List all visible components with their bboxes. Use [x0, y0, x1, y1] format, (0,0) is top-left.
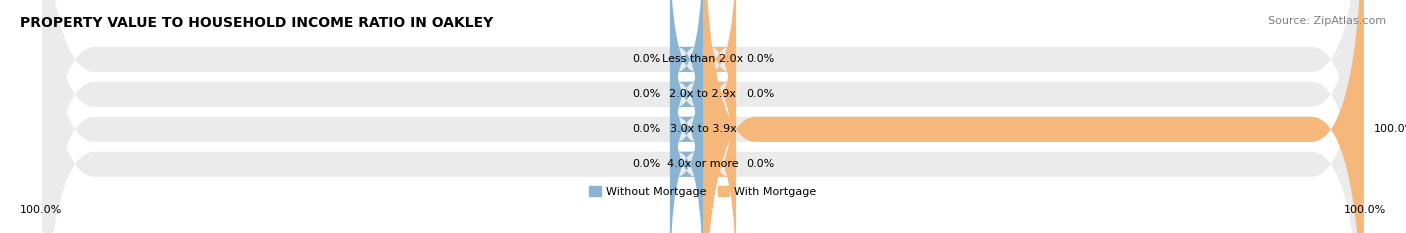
FancyBboxPatch shape [703, 0, 737, 187]
Text: 0.0%: 0.0% [631, 89, 659, 99]
Text: 100.0%: 100.0% [1374, 124, 1406, 134]
Text: 0.0%: 0.0% [747, 89, 775, 99]
Text: 4.0x or more: 4.0x or more [668, 159, 738, 169]
Text: 0.0%: 0.0% [747, 55, 775, 64]
FancyBboxPatch shape [42, 0, 1364, 233]
FancyBboxPatch shape [669, 0, 703, 187]
FancyBboxPatch shape [703, 0, 737, 222]
Text: 0.0%: 0.0% [747, 159, 775, 169]
Legend: Without Mortgage, With Mortgage: Without Mortgage, With Mortgage [585, 182, 821, 201]
Text: 0.0%: 0.0% [631, 124, 659, 134]
FancyBboxPatch shape [42, 0, 1364, 233]
FancyBboxPatch shape [703, 0, 1364, 233]
FancyBboxPatch shape [42, 0, 1364, 233]
Text: PROPERTY VALUE TO HOUSEHOLD INCOME RATIO IN OAKLEY: PROPERTY VALUE TO HOUSEHOLD INCOME RATIO… [20, 16, 494, 30]
Text: 2.0x to 2.9x: 2.0x to 2.9x [669, 89, 737, 99]
FancyBboxPatch shape [42, 0, 1364, 233]
Text: Less than 2.0x: Less than 2.0x [662, 55, 744, 64]
Text: 0.0%: 0.0% [631, 159, 659, 169]
FancyBboxPatch shape [669, 0, 703, 222]
Text: 0.0%: 0.0% [631, 55, 659, 64]
FancyBboxPatch shape [669, 37, 703, 233]
Text: Source: ZipAtlas.com: Source: ZipAtlas.com [1268, 16, 1386, 26]
Text: 100.0%: 100.0% [20, 205, 62, 215]
Text: 3.0x to 3.9x: 3.0x to 3.9x [669, 124, 737, 134]
FancyBboxPatch shape [669, 2, 703, 233]
Text: 100.0%: 100.0% [1344, 205, 1386, 215]
FancyBboxPatch shape [703, 37, 737, 233]
